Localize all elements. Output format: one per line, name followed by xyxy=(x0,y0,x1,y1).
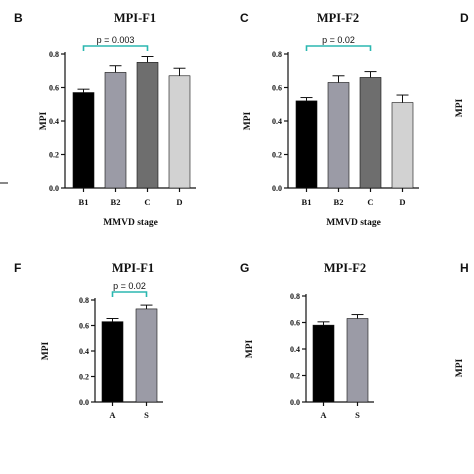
y-tick-label: 0.4 xyxy=(272,117,282,126)
panel-letter: C xyxy=(240,11,249,25)
y-tick-label: 0.8 xyxy=(272,50,282,59)
bar-d xyxy=(391,102,414,189)
y-axis-label: MPI xyxy=(243,111,253,130)
significance-bracket xyxy=(305,45,372,51)
panel-letter: F xyxy=(14,261,21,275)
x-tick-label: S xyxy=(355,410,360,420)
y-axis-label: MPI xyxy=(41,341,51,360)
y-tick-label: 0.0 xyxy=(272,184,282,193)
panel-letter: H xyxy=(460,261,469,275)
bar-s xyxy=(135,308,158,403)
y-tick-label: 0.0 xyxy=(79,398,89,407)
bar-a xyxy=(101,321,124,403)
chart-title: MPI-F2 xyxy=(324,261,366,275)
panel-letter: B xyxy=(14,11,23,25)
y-tick-label: 0.4 xyxy=(290,345,300,354)
y-tick-label: 0.4 xyxy=(49,117,59,126)
bar-b2 xyxy=(327,82,350,189)
bar-b1 xyxy=(72,92,95,189)
significance-bracket xyxy=(111,291,148,297)
bar-s xyxy=(346,318,369,403)
y-tick-label: 0.2 xyxy=(49,151,59,160)
chart-title: MPI-F1 xyxy=(112,261,154,275)
x-tick-label: D xyxy=(176,197,182,207)
x-tick-label: B2 xyxy=(334,197,344,207)
p-value-label: p = 0.02 xyxy=(322,35,355,45)
y-tick-label: 0.6 xyxy=(49,84,59,93)
panel-letter: D xyxy=(460,11,469,25)
y-tick-label: 0.8 xyxy=(49,50,59,59)
x-tick-label: C xyxy=(367,197,373,207)
x-tick-label: S xyxy=(144,410,149,420)
x-tick-label: D xyxy=(399,197,405,207)
p-value-label: p = 0.02 xyxy=(113,281,146,291)
chart-panel-f: F MPI-F1 0.0 0.2 0.4 0.6 0.8 A S MPI p = 0.02 xyxy=(14,261,163,420)
bar-b2 xyxy=(104,72,127,189)
x-axis-label: MMVD stage xyxy=(103,218,158,228)
y-tick-label: 0.8 xyxy=(79,296,89,305)
bar-c xyxy=(359,77,382,189)
chart-panel-c: C MPI-F2 0.0 0.2 0.4 0.6 0.8 B1 B2 C D MPI MMVD stag… xyxy=(240,11,419,228)
bar-d xyxy=(168,75,191,189)
chart-title: MPI-F2 xyxy=(317,11,359,25)
panel-letter: G xyxy=(240,261,249,275)
p-value-label: p = 0.003 xyxy=(97,35,135,45)
y-tick-label: 0.6 xyxy=(272,84,282,93)
x-tick-label: A xyxy=(320,410,327,420)
x-tick-label: B2 xyxy=(111,197,121,207)
x-tick-label: C xyxy=(144,197,150,207)
y-tick-label: 0.8 xyxy=(290,292,300,301)
chart-panel-g: G MPI-F2 0.0 0.2 0.4 0.6 0.8 A S MPI xyxy=(240,261,374,420)
y-tick-label: 0.2 xyxy=(79,373,89,382)
y-tick-label: 0.2 xyxy=(290,372,300,381)
y-tick-label: 0.0 xyxy=(290,398,300,407)
x-tick-label: B1 xyxy=(302,197,312,207)
chart-title: MPI-F1 xyxy=(114,11,156,25)
y-tick-label: 0.2 xyxy=(272,151,282,160)
y-axis-label: MPI xyxy=(455,358,465,377)
y-tick-label: 0.6 xyxy=(79,322,89,331)
y-axis-label: MPI xyxy=(455,98,465,117)
y-axis-label: MPI xyxy=(39,111,49,130)
x-axis-label: MMVD stage xyxy=(326,218,381,228)
x-tick-label: B1 xyxy=(79,197,89,207)
bar-a xyxy=(312,324,335,403)
y-tick-label: 0.6 xyxy=(290,319,300,328)
y-tick-label: 0.4 xyxy=(79,347,89,356)
y-tick-label: 0.0 xyxy=(49,184,59,193)
x-tick-label: A xyxy=(109,410,116,420)
chart-panel-b: B MPI-F1 0.0 0.2 0.4 0.6 0.8 B1 B2 C D MPI MMVD stag… xyxy=(14,11,196,228)
significance-bracket xyxy=(82,45,149,51)
bar-c xyxy=(136,62,159,189)
bar-b1 xyxy=(295,100,318,189)
y-axis-label: MPI xyxy=(245,339,255,358)
